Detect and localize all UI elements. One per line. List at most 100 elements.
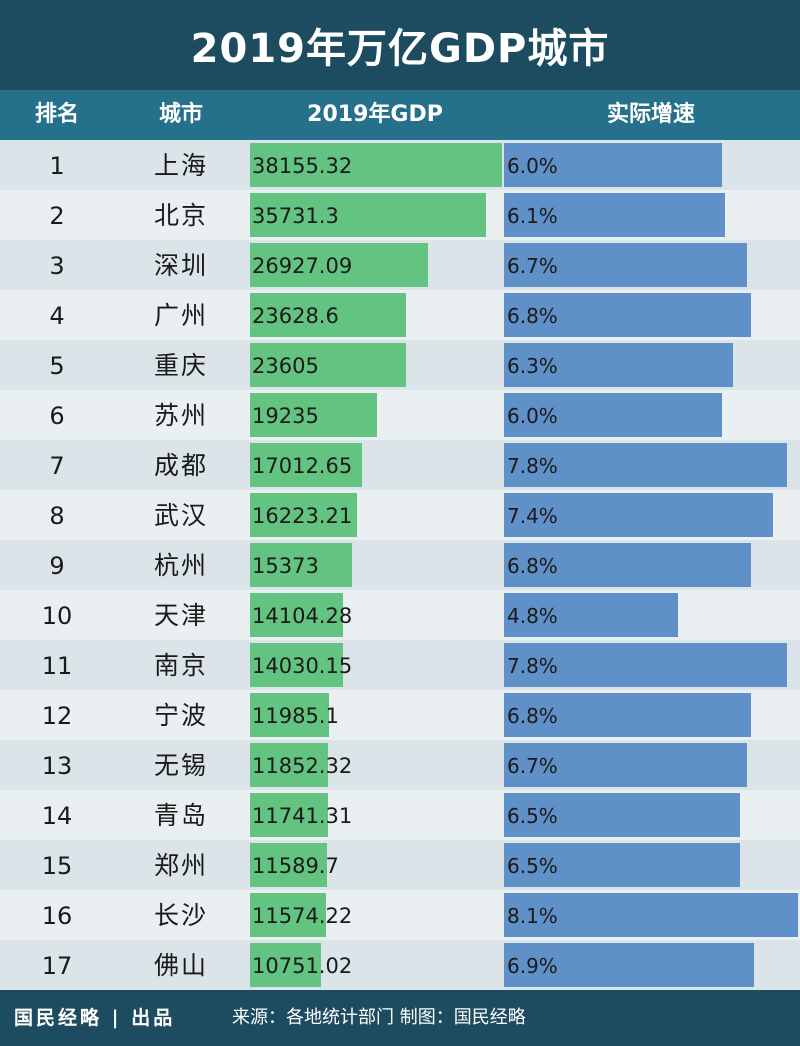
growth-value-label: 7.4%: [507, 504, 558, 528]
gdp-value-label: 15373: [252, 554, 319, 578]
growth-bar: [504, 643, 787, 687]
gdp-value-label: 19235: [252, 404, 319, 428]
rank-cell: 15: [41, 852, 73, 880]
growth-bar: [504, 393, 722, 437]
table-row: 1 上海 38155.32 6.0%: [0, 140, 800, 190]
gdp-bar: [250, 943, 321, 987]
rank-cell: 13: [41, 752, 73, 780]
gdp-bar: [250, 543, 352, 587]
gdp-bar: [250, 293, 406, 337]
growth-bar: [504, 743, 747, 787]
city-cell: 武汉: [153, 501, 208, 530]
growth-bar: [504, 143, 722, 187]
city-cell: 苏州: [153, 401, 208, 430]
table-row: 9 杭州 15373 6.8%: [0, 540, 800, 590]
growth-value-label: 6.8%: [507, 704, 558, 728]
table-header: 排名 城市 2019年GDP 实际增速: [0, 90, 800, 140]
table-row: 10 天津 14104.28 4.8%: [0, 590, 800, 640]
table-row: 14 青岛 11741.31 6.5%: [0, 790, 800, 840]
growth-value-label: 6.7%: [507, 254, 558, 278]
gdp-bar: [250, 193, 486, 237]
table-row: 16 长沙 11574.22 8.1%: [0, 890, 800, 940]
gdp-value-label: 26927.09: [252, 254, 353, 278]
city-cell: 郑州: [153, 851, 208, 880]
table-row: 13 无锡 11852.32 6.7%: [0, 740, 800, 790]
gdp-value-label: 10751.02: [252, 954, 353, 978]
rank-cell: 5: [49, 352, 65, 380]
growth-bar: [504, 293, 751, 337]
header-gdp: 2019年GDP: [307, 102, 443, 127]
table-row: 6 苏州 19235 6.0%: [0, 390, 800, 440]
growth-value-label: 6.1%: [507, 204, 558, 228]
gdp-bar: [250, 593, 343, 637]
brand-credit: 国民经略 | 出品: [14, 990, 175, 1046]
rank-cell: 14: [41, 802, 73, 830]
gdp-bar: [250, 343, 406, 387]
table-row: 4 广州 23628.6 6.8%: [0, 290, 800, 340]
gdp-bar: [250, 743, 328, 787]
growth-value-label: 7.8%: [507, 454, 558, 478]
rank-cell: 16: [41, 902, 73, 930]
brand-suffix: 出品: [131, 1007, 176, 1029]
gdp-value-label: 35731.3: [252, 204, 339, 228]
city-cell: 天津: [153, 601, 208, 630]
rank-cell: 10: [41, 602, 73, 630]
growth-bar: [504, 843, 740, 887]
growth-bar: [504, 243, 747, 287]
city-cell: 广州: [153, 301, 208, 330]
gdp-value-label: 16223.21: [252, 504, 353, 528]
city-cell: 杭州: [153, 551, 208, 580]
gdp-value-label: 38155.32: [252, 154, 353, 178]
growth-value-label: 6.0%: [507, 154, 558, 178]
header-city: 城市: [158, 102, 203, 127]
table-row: 12 宁波 11985.1 6.8%: [0, 690, 800, 740]
header-growth: 实际增速: [606, 102, 695, 127]
gdp-bar: [250, 643, 343, 687]
growth-value-label: 6.0%: [507, 404, 558, 428]
table-row: 7 成都 17012.65 7.8%: [0, 440, 800, 490]
growth-value-label: 6.8%: [507, 304, 558, 328]
growth-bar: [504, 893, 798, 937]
table-row: 2 北京 35731.3 6.1%: [0, 190, 800, 240]
brand-name: 国民经略: [14, 1007, 103, 1029]
table-body: 1 上海 38155.32 6.0% 2 北京 35731.3 6.1% 3 深圳 26927.09…: [0, 140, 800, 990]
gdp-value-label: 11589.7: [252, 854, 339, 878]
gdp-bar: [250, 143, 502, 187]
city-cell: 无锡: [153, 751, 208, 780]
rank-cell: 12: [41, 702, 73, 730]
source-note: 来源：各地统计部门 制图：国民经略: [232, 1007, 526, 1028]
gdp-bar: [250, 243, 428, 287]
table-row: 8 武汉 16223.21 7.4%: [0, 490, 800, 540]
gdp-bar: [250, 693, 329, 737]
table-row: 3 深圳 26927.09 6.7%: [0, 240, 800, 290]
gdp-value-label: 23628.6: [252, 304, 339, 328]
header-rank: 排名: [34, 102, 79, 127]
city-cell: 上海: [153, 151, 208, 180]
gdp-value-label: 14104.28: [252, 604, 353, 628]
rank-cell: 4: [49, 302, 65, 330]
growth-value-label: 6.9%: [507, 954, 558, 978]
city-cell: 深圳: [153, 251, 208, 280]
gdp-bar: [250, 443, 362, 487]
gdp-value-label: 11741.31: [252, 804, 353, 828]
table-row: 15 郑州 11589.7 6.5%: [0, 840, 800, 890]
rank-cell: 11: [41, 652, 73, 680]
rank-cell: 8: [49, 502, 65, 530]
rank-cell: 6: [49, 402, 65, 430]
footer: 国民经略 | 出品 来源：各地统计部门 制图：国民经略: [0, 990, 800, 1046]
growth-bar: [504, 443, 787, 487]
city-cell: 宁波: [153, 701, 208, 730]
gdp-bar: [250, 393, 377, 437]
rank-cell: 3: [49, 252, 65, 280]
growth-bar: [504, 693, 751, 737]
brand-divider: |: [111, 1007, 122, 1029]
growth-value-label: 6.7%: [507, 754, 558, 778]
rank-cell: 9: [49, 552, 65, 580]
gdp-value-label: 23605: [252, 354, 319, 378]
gdp-value-label: 11985.1: [252, 704, 339, 728]
city-cell: 北京: [153, 201, 208, 230]
gdp-bar: [250, 893, 326, 937]
rank-cell: 7: [49, 452, 65, 480]
growth-value-label: 6.3%: [507, 354, 558, 378]
